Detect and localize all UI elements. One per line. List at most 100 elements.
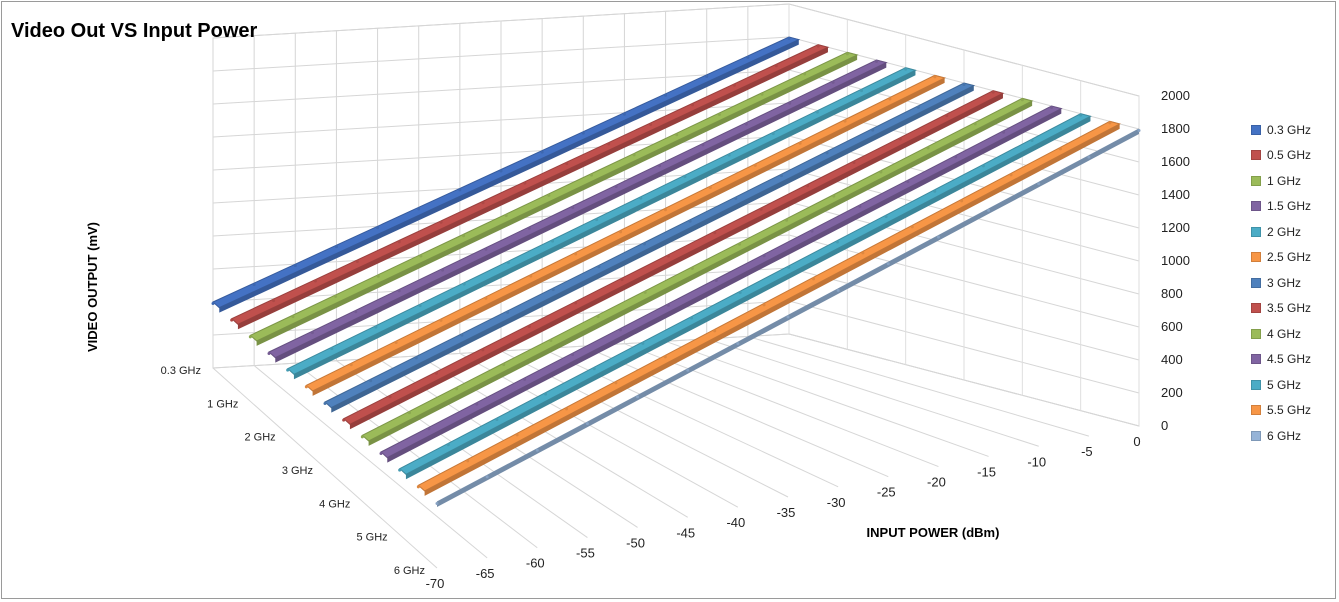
- legend-item: 1 GHz: [1251, 168, 1336, 194]
- data-point: [762, 254, 766, 258]
- data-point: [211, 302, 215, 305]
- legend-item: 4 GHz: [1251, 321, 1336, 347]
- chart-legend: 0.3 GHz 0.5 GHz 1 GHz 1.5 GHz 2 GHz 2.5 GHz 3 …: [1251, 117, 1336, 449]
- data-point: [788, 101, 792, 105]
- data-point: [636, 395, 640, 399]
- legend-label: 3.5 GHz: [1267, 301, 1312, 316]
- data-point: [664, 93, 668, 97]
- chart-series-group: [211, 36, 1141, 507]
- data-point: [549, 339, 553, 343]
- chart-tick-labels: 0 200 400 600 800 1000 1200 1400 1600 1800 2000 -70…: [161, 88, 1190, 591]
- series-5-ghz: [398, 113, 1092, 480]
- data-point: [475, 402, 479, 406]
- data-point: [737, 242, 741, 246]
- series-1-ghz: [248, 51, 859, 346]
- data-point: [736, 342, 740, 346]
- data-point: [875, 60, 878, 63]
- data-point: [592, 367, 596, 371]
- data-point: [334, 245, 338, 249]
- data-point: [374, 325, 378, 329]
- data-point: [860, 89, 864, 93]
- data-point: [641, 341, 645, 345]
- data-point: [435, 502, 439, 505]
- data-point: [419, 254, 423, 258]
- data-point: [666, 303, 670, 307]
- data-point: [643, 290, 647, 294]
- data-point: [714, 279, 718, 282]
- data-point: [962, 83, 966, 86]
- legend-label: 3 GHz: [1267, 275, 1302, 290]
- series-3.5-ghz: [342, 90, 1005, 430]
- data-point: [708, 186, 712, 190]
- data-point: [771, 132, 775, 136]
- series-2-ghz: [286, 67, 917, 380]
- data-point: [291, 315, 295, 319]
- legend-swatch: [1251, 379, 1261, 390]
- data-point: [884, 215, 888, 219]
- data-point: [565, 162, 569, 166]
- x-gridline: [253, 35, 488, 559]
- data-point: [272, 299, 276, 303]
- series-0.3-ghz: [211, 36, 801, 313]
- data-point: [690, 316, 694, 320]
- series-axis-tick-label: 3 GHz: [282, 465, 313, 477]
- data-point: [293, 264, 297, 268]
- data-point: [732, 83, 736, 87]
- data-point: [832, 194, 836, 198]
- series-axis-tick-label: 6 GHz: [394, 565, 425, 577]
- series-6-ghz: [435, 128, 1141, 507]
- series-axis-tick-label: 0.3 GHz: [161, 365, 201, 377]
- data-point: [753, 163, 757, 167]
- data-point: [675, 133, 679, 137]
- legend-item: 0.3 GHz: [1251, 117, 1336, 143]
- data-point: [607, 142, 611, 146]
- data-point: [632, 153, 636, 157]
- x-tick-label: -40: [726, 515, 745, 530]
- data-point: [230, 318, 234, 322]
- data-point: [446, 443, 450, 447]
- data-point: [1079, 113, 1083, 117]
- legend-label: 2.5 GHz: [1267, 250, 1312, 265]
- data-point: [1058, 147, 1062, 151]
- x-tick-label: -25: [877, 485, 896, 500]
- data-point: [323, 402, 327, 405]
- data-point: [379, 452, 383, 455]
- series-axis-tick-label: 1 GHz: [207, 398, 238, 410]
- data-point: [620, 278, 624, 282]
- data-point: [701, 143, 705, 147]
- legend-label: 6 GHz: [1267, 428, 1302, 443]
- legend-label: 5 GHz: [1267, 377, 1302, 392]
- series-axis-tick-label: 4 GHz: [319, 498, 350, 510]
- legend-item: 3.5 GHz: [1251, 296, 1336, 322]
- data-point: [614, 185, 618, 189]
- y-tick-label: 1600: [1161, 154, 1190, 169]
- legend-swatch: [1251, 303, 1261, 314]
- data-point: [688, 219, 692, 223]
- data-point: [898, 137, 902, 141]
- data-point: [926, 146, 930, 150]
- legend-item: 2.5 GHz: [1251, 245, 1336, 271]
- data-point: [666, 254, 670, 258]
- x-tick-label: -15: [977, 464, 996, 479]
- data-point: [1037, 182, 1041, 186]
- data-point: [355, 259, 359, 263]
- data-point: [313, 279, 317, 283]
- data-point: [746, 55, 750, 59]
- data-point: [683, 175, 687, 179]
- data-point: [360, 435, 364, 439]
- y-tick-label: 1000: [1161, 253, 1190, 268]
- data-point: [462, 234, 466, 238]
- data-point: [574, 252, 578, 256]
- data-point: [705, 74, 709, 78]
- legend-swatch: [1251, 430, 1261, 441]
- data-point: [252, 283, 256, 287]
- data-point: [596, 314, 600, 318]
- data-point: [455, 387, 459, 391]
- legend-item: 5.5 GHz: [1251, 398, 1336, 424]
- data-point: [904, 67, 908, 71]
- data-point: [540, 150, 544, 154]
- data-point: [936, 235, 940, 239]
- series-2.5-ghz: [304, 74, 947, 396]
- series-4-ghz: [360, 97, 1034, 446]
- data-point: [585, 422, 589, 426]
